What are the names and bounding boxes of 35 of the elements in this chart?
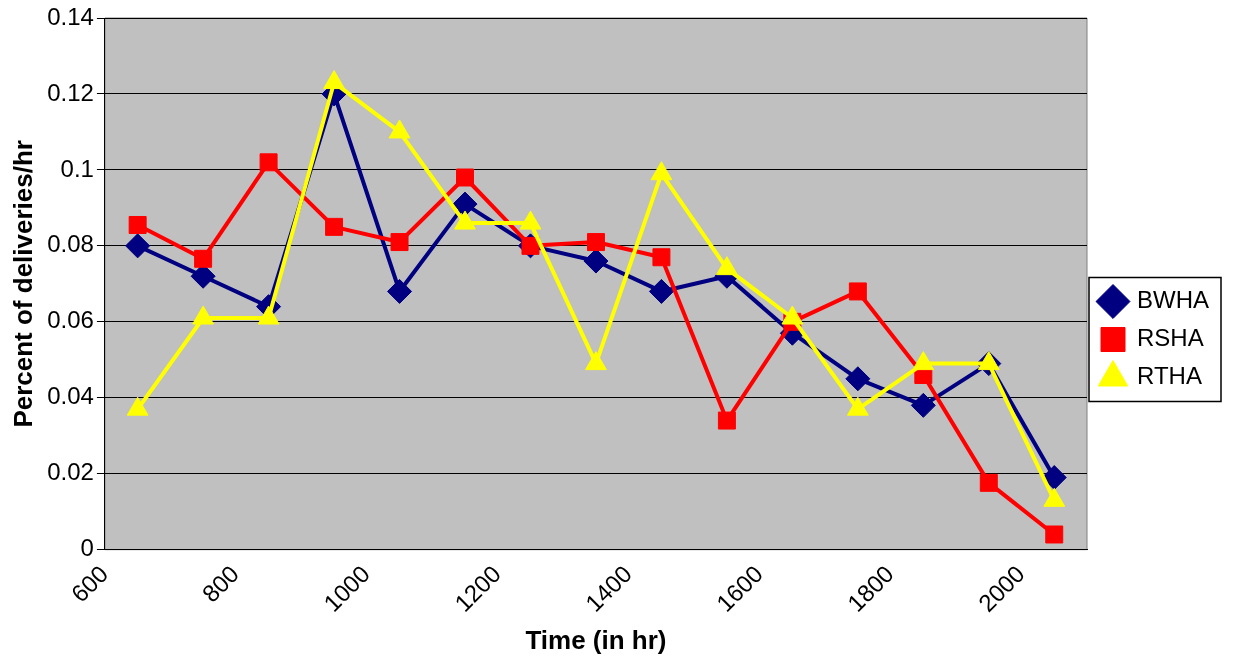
x-tick-label: 600 — [65, 559, 114, 608]
point — [259, 153, 278, 172]
x-tick-label: 800 — [196, 559, 245, 608]
point — [452, 191, 478, 217]
point — [456, 168, 474, 187]
point — [845, 366, 871, 392]
y-tick-label: 0.1 — [60, 154, 94, 182]
point — [325, 217, 344, 236]
point — [848, 282, 867, 301]
point — [1041, 465, 1067, 491]
point — [586, 233, 605, 252]
point — [125, 233, 151, 259]
y-tick-label: 0.06 — [47, 306, 94, 334]
legend-label: BWHA — [1137, 286, 1209, 314]
y-tick-label: 0 — [80, 534, 94, 562]
x-axis-title: Time (in hr) — [525, 624, 667, 655]
point — [979, 473, 998, 492]
point — [387, 278, 413, 304]
y-tick-label: 0.14 — [47, 2, 94, 30]
point — [128, 215, 147, 234]
legend-label: RSHA — [1137, 324, 1204, 352]
y-tick-label: 0.04 — [47, 382, 94, 410]
point — [194, 249, 213, 268]
point — [390, 233, 409, 252]
point — [717, 411, 736, 430]
point — [910, 392, 936, 418]
y-tick-label: 0.12 — [47, 78, 94, 106]
y-tick-label: 0.08 — [47, 230, 94, 258]
point — [1045, 525, 1064, 544]
point — [583, 248, 609, 274]
y-tick-label: 0.02 — [47, 458, 94, 486]
legend-label: RTHA — [1137, 362, 1202, 390]
point — [648, 278, 674, 304]
y-axis-title: Percent of deliveries/hr — [7, 140, 38, 428]
point — [652, 248, 671, 267]
